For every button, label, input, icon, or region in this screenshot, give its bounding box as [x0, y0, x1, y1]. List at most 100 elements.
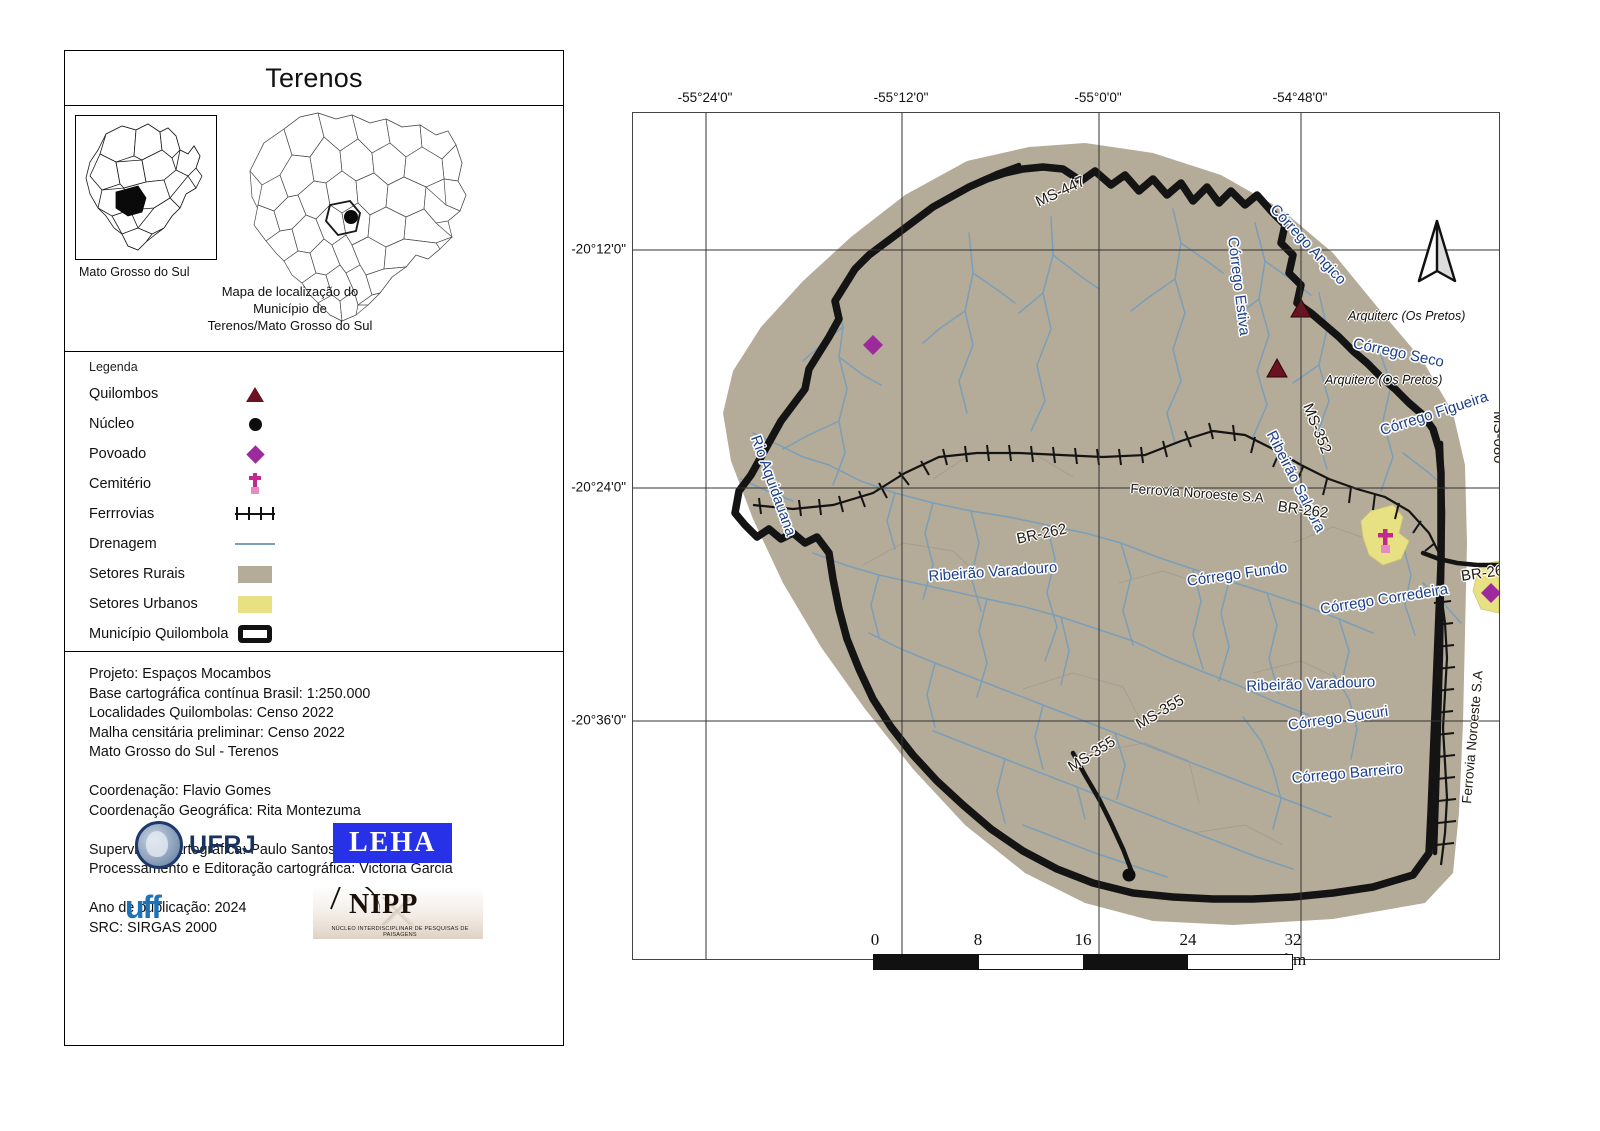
- lon-label-3: -54°48'0": [1272, 90, 1328, 105]
- highways: [930, 162, 1499, 878]
- legend-label: Município Quilombola: [89, 626, 229, 642]
- brazil-map-svg: [85, 123, 203, 251]
- leha-label: LEHA: [349, 827, 437, 858]
- nucleo-circle-icon: [225, 409, 285, 439]
- nucleo-marker: [1122, 868, 1136, 882]
- nipp-logo: NIPP NÚCLEO INTERDISCIPLINAR DE PESQUISA…: [313, 887, 483, 939]
- scale-tick-1: 8: [973, 930, 983, 949]
- logo-row: UFRJ uff LEHA NIPP NÚCLEO INTERDISCIPLIN…: [85, 821, 545, 941]
- quilombos-triangle-icon: [225, 379, 285, 409]
- legend-item-drenagem: Drenagem: [89, 529, 349, 559]
- povoado-diamond-icon: [225, 439, 285, 469]
- scale-segment-4: [1187, 955, 1292, 969]
- scale-segments: [873, 954, 1293, 970]
- cemetery-marker: [1378, 529, 1393, 553]
- lon-label-0: -55°24'0": [677, 90, 733, 105]
- caption-line-2: Município de: [253, 301, 327, 316]
- caption-line-1: Mapa de localização do: [221, 284, 359, 299]
- road-ms080: [1432, 440, 1446, 856]
- legend-label: Núcleo: [89, 416, 135, 432]
- nipp-subtitle: NÚCLEO INTERDISCIPLINAR DE PESQUISAS DE …: [331, 926, 469, 938]
- railway-ferrovia-noroeste: [752, 422, 1457, 866]
- povoado-marker-1: [863, 335, 883, 355]
- legend-item-municipio-quilombola: Município Quilombola: [89, 619, 349, 649]
- census-sector-lines: [862, 452, 1374, 846]
- legend-label: Setores Rurais: [89, 566, 185, 582]
- ufrj-label: UFRJ: [189, 830, 257, 859]
- highlighted-state: [115, 185, 147, 217]
- legend-item-setores-rurais: Setores Rurais: [89, 559, 349, 589]
- lon-label-1: -55°12'0": [873, 90, 929, 105]
- legend-label: Povoado: [89, 446, 147, 462]
- ms-state-map: [240, 109, 490, 334]
- road-ms447: [930, 162, 1022, 210]
- terenos-location-dot: [344, 210, 358, 224]
- road-br262-east: [1420, 550, 1499, 568]
- nipp-label: NIPP: [349, 889, 419, 920]
- page-title: Terenos: [265, 62, 363, 93]
- legend: Legenda Quilombos Núcleo Povoado Cemitér…: [65, 351, 563, 651]
- scale-bar: 0 8 16 24 32 km: [870, 930, 1306, 970]
- scale-segment-2: [978, 955, 1083, 969]
- legend-item-cemiterio: Cemitério: [89, 469, 349, 499]
- legend-item-nucleo: Núcleo: [89, 409, 349, 439]
- location-inset-cell: Mato Grosso do Sul: [65, 105, 563, 351]
- drenagem-line-icon: [225, 529, 285, 559]
- leha-logo: LEHA: [333, 823, 453, 863]
- caption-line-3: Terenos/Mato Grosso do Sul: [207, 318, 373, 333]
- metadata-cell: Projeto: Espaços Mocambos Base cartográf…: [65, 651, 563, 1047]
- divider: [65, 651, 563, 652]
- map-canvas[interactable]: MS-447 Córrego Estiva Córrego Angico Arq…: [632, 112, 1500, 960]
- legend-label: Ferrrovias: [89, 506, 155, 522]
- info-panel: Terenos: [64, 50, 564, 1046]
- legend-item-ferrovias: Ferrrovias: [89, 499, 349, 529]
- divider: [65, 351, 563, 352]
- brazil-inset-map: [75, 115, 217, 260]
- quilombo-marker-2: [1266, 357, 1288, 378]
- drainage-network: [740, 208, 1462, 878]
- nipp-mountain-icon: [313, 897, 483, 925]
- legend-label: Cemitério: [89, 476, 152, 492]
- legend-heading: Legenda: [89, 360, 138, 374]
- lat-label-1: -20°24'0": [571, 479, 626, 495]
- ferrovias-railway-icon: [225, 499, 285, 529]
- lon-label-2: -55°0'0": [1074, 90, 1122, 105]
- legend-label: Drenagem: [89, 536, 157, 552]
- map-panel: -55°24'0" -55°12'0" -55°0'0" -54°48'0" -…: [568, 50, 1536, 1046]
- brazil-inset-caption: Mato Grosso do Sul: [79, 265, 190, 279]
- terenos-outline: [324, 199, 362, 237]
- divider: [65, 105, 563, 106]
- cemiterio-cross-icon: [225, 469, 285, 499]
- legend-label: Setores Urbanos: [89, 596, 198, 612]
- scale-tick-0: 0: [870, 930, 880, 949]
- legend-item-quilombos: Quilombos: [89, 379, 349, 409]
- municipal-boundary: [731, 163, 1445, 903]
- uff-logo: uff: [125, 889, 162, 925]
- title-cell: Terenos: [65, 51, 563, 105]
- scale-tick-labels: 0 8 16 24 32 km: [870, 930, 1306, 969]
- ufrj-seal-icon: [135, 821, 183, 869]
- legend-label: Quilombos: [89, 386, 159, 402]
- scale-tick-2: 16: [1074, 930, 1092, 949]
- ufrj-logo: UFRJ: [135, 821, 256, 869]
- setores-rurais-swatch-icon: [225, 559, 285, 589]
- municipio-quilombola-outline-icon: [225, 619, 285, 649]
- north-arrow-icon: [1417, 219, 1457, 283]
- setores-urbanos-swatch-icon: [225, 589, 285, 619]
- scale-segment-3: [1083, 955, 1188, 969]
- road-ms355: [1070, 750, 1136, 878]
- graticule-lines: [633, 113, 1499, 959]
- legend-item-setores-urbanos: Setores Urbanos: [89, 589, 349, 619]
- lat-label-2: -20°36'0": [571, 712, 626, 728]
- metadata-text: Projeto: Espaços Mocambos Base cartográf…: [89, 666, 453, 936]
- rural-sector-area: [723, 143, 1467, 925]
- lat-label-0: -20°12'0": [571, 241, 626, 257]
- legend-item-povoado: Povoado: [89, 439, 349, 469]
- povoado-marker-2: [1481, 583, 1499, 603]
- location-inset-caption: Mapa de localização do Município de Tere…: [125, 283, 455, 334]
- scale-tick-3: 24: [1179, 930, 1197, 949]
- map-graphics: [633, 113, 1499, 959]
- ms-map-svg: [249, 112, 467, 322]
- scale-segment-1: [874, 955, 979, 969]
